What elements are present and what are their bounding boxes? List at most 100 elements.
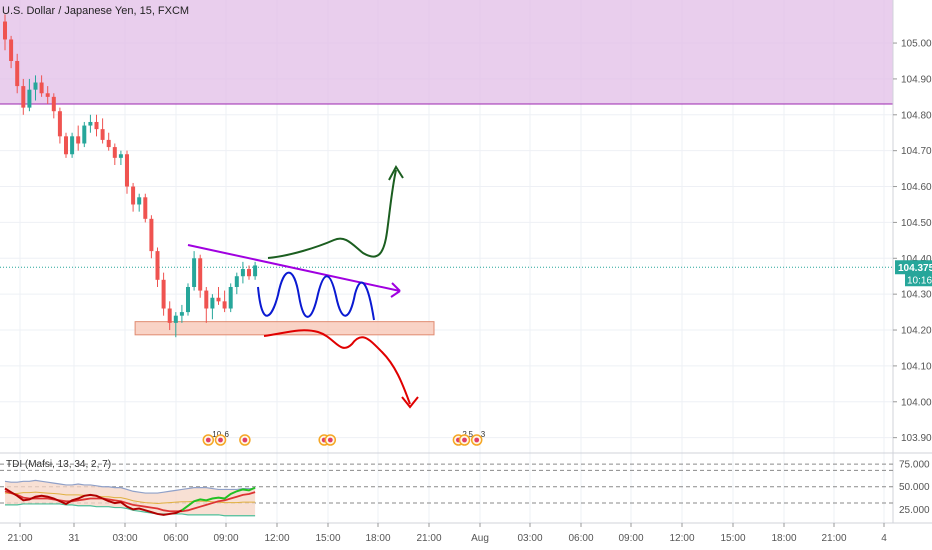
candle-body (222, 301, 227, 309)
event-count: 6 (225, 430, 230, 439)
event-flag-dot (242, 437, 248, 443)
indicator-tick-label: 75.000 (899, 460, 930, 471)
candle-body (9, 39, 14, 61)
price-tick-label: 104.700 (901, 146, 932, 157)
indicator-upper-band (4, 479, 256, 494)
time-tick-label: Aug (471, 533, 489, 544)
grid (0, 0, 893, 523)
event-flag-dot (218, 437, 223, 443)
indicator-midline (4, 491, 256, 505)
candle-body (45, 93, 50, 97)
countdown-tag (905, 273, 932, 287)
candle-body (234, 276, 239, 287)
time-tick-label: 03:00 (517, 533, 542, 544)
candle-body (179, 312, 184, 316)
price-tick-label: 104.200 (901, 326, 932, 337)
price-tick-label: 104.500 (901, 218, 932, 229)
price-tick-label: 104.000 (901, 397, 932, 408)
candle-body (228, 286, 233, 309)
time-tick-label: 21:00 (821, 533, 846, 544)
candle-body (39, 82, 44, 94)
candle-body (192, 258, 197, 287)
time-tick-label: 15:00 (720, 533, 745, 544)
price-tick-label: 104.600 (901, 182, 932, 193)
countdown-tag-label: 10:16 (907, 275, 932, 286)
indicator-signal-line (4, 490, 256, 513)
candle-body (33, 82, 38, 90)
time-tick-label: 09:00 (213, 533, 238, 544)
trendline (187, 244, 401, 292)
support-zone (134, 321, 435, 336)
event-flag-dot (327, 437, 333, 443)
candle-body (125, 154, 129, 187)
time-tick-label: 15:00 (315, 533, 340, 544)
candle-body (161, 279, 166, 309)
supply-zone (0, 0, 893, 105)
trendline-arrowhead (390, 282, 401, 298)
time-tick-label: 12:00 (264, 533, 289, 544)
indicator-label: TDI (Mafsi, 13, 34, 2, 7) (6, 459, 111, 470)
event-count: 5 (469, 430, 474, 439)
drawings (187, 165, 419, 409)
time-tick-label: 21:00 (7, 533, 32, 544)
candle-body (70, 136, 75, 155)
candle-body (51, 96, 56, 112)
candle-body (64, 136, 68, 155)
price-tag-label: 104.375 (898, 263, 932, 274)
price-tick-label: 104.800 (901, 110, 932, 121)
time-tick-label: 09:00 (618, 533, 643, 544)
bearish-arrowhead (401, 396, 419, 409)
event-icons[interactable]: 106253 (202, 430, 486, 446)
candle-body (155, 251, 160, 280)
candle-body (21, 86, 26, 108)
event-flag-dot (462, 437, 467, 443)
candle-body (27, 89, 32, 108)
candle-body (186, 286, 190, 313)
candle-body (112, 147, 117, 158)
price-tick-label: 104.400 (901, 254, 932, 265)
event-count: 3 (481, 430, 486, 439)
candle-body (106, 139, 111, 148)
time-tick-label: 18:00 (365, 533, 390, 544)
time-tick-label: 03:00 (112, 533, 137, 544)
candle-body (88, 121, 93, 126)
candle-body (167, 308, 172, 323)
event-flag-dot (205, 437, 211, 443)
time-tick-label: 12:00 (669, 533, 694, 544)
candle-body (216, 297, 221, 302)
bullish-path (267, 169, 397, 259)
candle-body (76, 136, 81, 144)
time-tick-label: 21:00 (416, 533, 441, 544)
price-tick-label: 105.000 (901, 39, 932, 50)
candle-body (253, 265, 258, 277)
candle-body (94, 121, 99, 130)
event-flag-dot (474, 437, 480, 443)
time-tick-label: 31 (68, 533, 80, 544)
indicator-tick-label: 25.000 (899, 505, 930, 516)
candle-body (173, 315, 178, 323)
candle-body (3, 21, 7, 40)
candle-body (240, 269, 245, 277)
bullish-arrowhead (388, 165, 404, 181)
candle-body (131, 186, 136, 205)
price-axis[interactable]: 105.000 104.900 104.800 104.700 104.600 104.5… (892, 0, 932, 523)
candle-body (143, 197, 148, 219)
time-axis[interactable]: 21:00 31 03:00 06:00 09:00 12:00 15:00 18:00 21:… (0, 522, 932, 544)
candle-body (15, 60, 20, 87)
time-tick-label: 06:00 (163, 533, 188, 544)
time-tick-label: 4 (881, 533, 887, 544)
candles (3, 14, 258, 338)
zones (0, 0, 893, 336)
price-tag (895, 260, 932, 275)
bearish-path (263, 329, 411, 405)
range-wave (257, 271, 375, 321)
candle-body (82, 125, 87, 144)
indicator-rsi-line-down (4, 487, 183, 516)
indicator-rsi-line-up (181, 486, 256, 512)
indicator-tick-label: 50.000 (899, 482, 930, 493)
price-tick-label: 104.300 (901, 290, 932, 301)
candle-body (247, 269, 251, 277)
candle-body (137, 197, 142, 205)
price-tick-label: 104.900 (901, 74, 932, 85)
